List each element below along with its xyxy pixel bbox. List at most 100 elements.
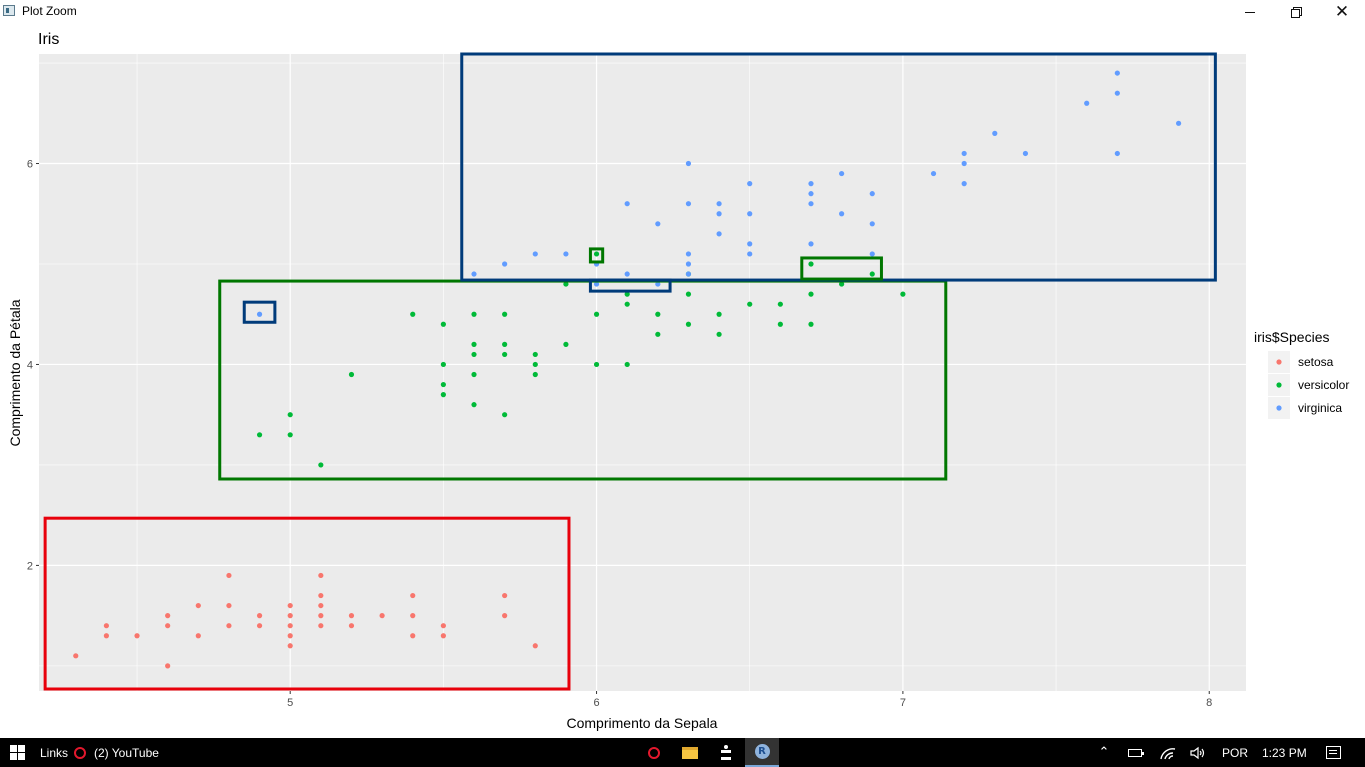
battery-status[interactable] (1126, 738, 1144, 767)
point-versicolor (716, 331, 722, 337)
point-virginica (471, 271, 477, 277)
point-setosa (287, 633, 293, 639)
y-axis-label: Comprimento da Pétala (7, 299, 23, 446)
taskbar-r[interactable]: R (745, 738, 779, 767)
point-virginica (685, 160, 692, 167)
point-versicolor (685, 321, 692, 327)
point-virginica (685, 261, 692, 267)
point-virginica (961, 181, 967, 187)
y-tick-label: 6 (27, 159, 33, 171)
point-setosa (410, 613, 416, 619)
point-virginica (563, 251, 569, 257)
point-virginica (1114, 150, 1120, 157)
window-titlebar: Plot Zoom ✕ (0, 0, 1365, 24)
point-setosa (134, 633, 140, 639)
point-virginica (1114, 70, 1120, 76)
point-versicolor (593, 311, 600, 317)
taskbar-file-explorer[interactable] (673, 738, 707, 767)
point-versicolor (440, 321, 446, 327)
chevron-up-icon: ⌃ (1098, 745, 1110, 760)
point-versicolor (593, 251, 600, 257)
point-versicolor (624, 291, 630, 297)
point-virginica (808, 201, 814, 207)
point-versicolor (808, 291, 814, 297)
input-language[interactable]: POR (1222, 745, 1249, 760)
volume-control[interactable] (1189, 738, 1207, 767)
point-versicolor (900, 291, 906, 297)
data-points (73, 70, 1182, 669)
point-virginica (747, 251, 753, 257)
taskbar-opera[interactable] (637, 738, 671, 767)
point-versicolor (502, 351, 508, 358)
point-setosa (165, 663, 171, 669)
network-status[interactable] (1159, 738, 1177, 767)
legend-label-versicolor: versicolor (1298, 378, 1349, 392)
point-virginica (716, 201, 722, 207)
close-button[interactable]: ✕ (1319, 0, 1365, 24)
point-setosa (318, 602, 324, 609)
x-tick-label: 7 (900, 697, 906, 709)
legend: iris$Species setosa versicolor virginica (1254, 329, 1349, 419)
minimize-button[interactable] (1227, 0, 1273, 24)
point-virginica (256, 311, 263, 317)
action-center-button[interactable] (1320, 738, 1346, 767)
start-button[interactable] (10, 738, 26, 767)
point-setosa (318, 592, 324, 599)
point-versicolor (532, 371, 538, 378)
point-virginica (869, 251, 875, 257)
opera-icon (74, 738, 90, 767)
point-virginica (961, 150, 967, 157)
point-versicolor (808, 261, 814, 267)
point-versicolor (471, 311, 477, 317)
point-virginica (716, 231, 722, 237)
x-tick-label: 5 (287, 697, 293, 709)
point-virginica (624, 201, 630, 207)
active-window-label[interactable]: (2) YouTube (94, 745, 159, 760)
point-setosa (103, 633, 109, 639)
point-setosa (165, 623, 171, 629)
point-versicolor (777, 301, 783, 307)
point-setosa (73, 653, 79, 659)
point-virginica (747, 241, 753, 247)
point-versicolor (532, 351, 538, 358)
point-versicolor (532, 361, 538, 368)
point-setosa (502, 613, 508, 619)
point-virginica (808, 181, 814, 187)
point-setosa (532, 643, 538, 649)
point-setosa (318, 613, 324, 619)
point-virginica (839, 211, 845, 217)
point-versicolor (410, 311, 416, 317)
point-setosa (440, 623, 446, 629)
point-versicolor (655, 331, 661, 337)
point-virginica (1084, 100, 1090, 106)
point-virginica (624, 271, 630, 277)
taskbar-rstudio[interactable] (709, 738, 743, 767)
point-virginica (992, 130, 998, 136)
rstudio-icon (720, 744, 732, 761)
maximize-icon (1291, 7, 1302, 18)
point-setosa (195, 633, 201, 639)
point-versicolor (593, 361, 600, 368)
show-hidden-icons[interactable]: ⌃ (1096, 738, 1112, 767)
annotation-rect (588, 278, 672, 293)
legend-label-virginica: virginica (1298, 401, 1342, 415)
grid-minor (39, 54, 1246, 691)
point-setosa (379, 613, 385, 619)
maximize-button[interactable] (1273, 0, 1319, 24)
legend-title: iris$Species (1254, 329, 1329, 345)
tick-labels: 5 6 7 8 2 4 6 (27, 159, 1212, 709)
links-toolbar[interactable]: Links (40, 745, 69, 760)
legend-marker-setosa (1276, 359, 1282, 365)
point-setosa (348, 613, 355, 619)
point-virginica (593, 281, 600, 287)
point-setosa (502, 592, 508, 599)
point-setosa (410, 633, 416, 639)
point-versicolor (471, 371, 477, 378)
point-virginica (685, 271, 692, 277)
clock[interactable]: 1:23 PM (1262, 745, 1307, 760)
annotation-rectangles (43, 52, 1217, 691)
point-versicolor (563, 341, 569, 347)
point-setosa (287, 602, 293, 609)
point-versicolor (869, 271, 875, 277)
point-setosa (103, 623, 109, 629)
